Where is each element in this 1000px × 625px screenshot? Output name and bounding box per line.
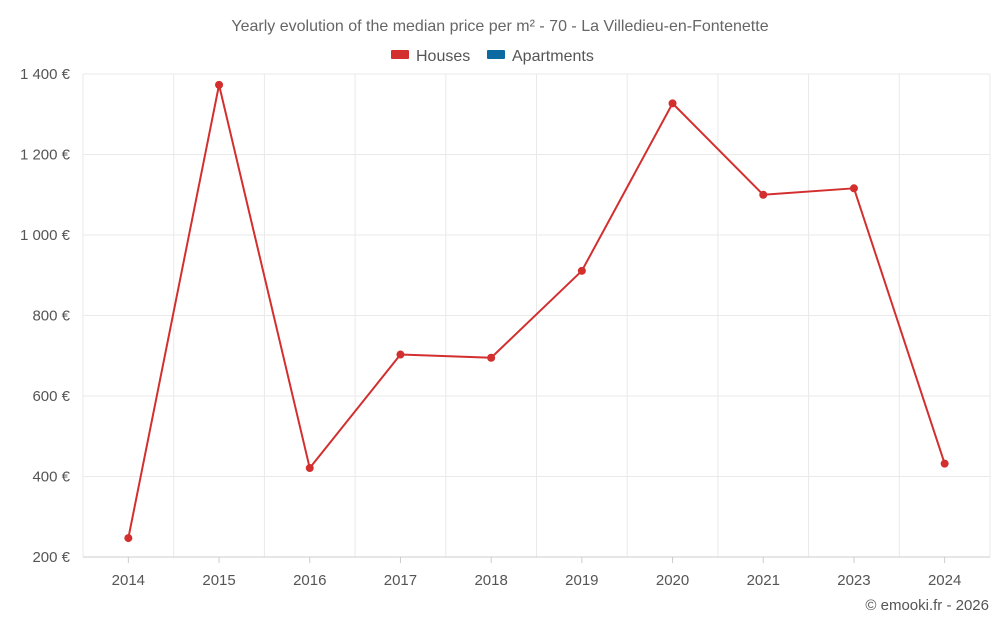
- data-point[interactable]: [668, 99, 677, 108]
- x-tick-label: 2017: [384, 572, 417, 589]
- x-tick-label: 2015: [202, 572, 235, 589]
- chart-title: Yearly evolution of the median price per…: [231, 18, 768, 35]
- data-point[interactable]: [940, 459, 949, 468]
- y-tick-label: 400 €: [32, 469, 70, 486]
- x-tick-label: 2018: [474, 572, 507, 589]
- data-point[interactable]: [849, 184, 858, 193]
- legend-label-apartments: Apartments: [512, 48, 594, 65]
- x-axis: 2014 2015 2016 2017 2018 2019 2020 2021 2023 2024: [83, 556, 990, 589]
- legend-swatch-houses: [391, 50, 409, 59]
- y-tick-label: 1 200 €: [20, 147, 71, 164]
- series-houses: [124, 80, 949, 543]
- y-axis: 200 € 400 € 600 € 800 € 1 000 € 1 200 € 1 400 …: [20, 66, 71, 566]
- footer-credit: © emooki.fr - 2026: [865, 597, 989, 614]
- legend: Houses Apartments: [391, 48, 594, 65]
- x-tick-label: 2016: [293, 572, 326, 589]
- data-point[interactable]: [396, 350, 405, 359]
- x-tick-label: 2014: [112, 572, 145, 589]
- gridlines: [82, 73, 991, 557]
- legend-item-houses[interactable]: Houses: [391, 48, 470, 65]
- data-point[interactable]: [215, 80, 224, 89]
- y-tick-label: 1 400 €: [20, 66, 71, 83]
- legend-label-houses: Houses: [416, 48, 470, 65]
- x-tick-label: 2023: [837, 572, 870, 589]
- series-line-houses: [127, 83, 946, 539]
- legend-swatch-apartments: [487, 50, 505, 59]
- x-tick-label: 2021: [747, 572, 780, 589]
- legend-item-apartments[interactable]: Apartments: [487, 48, 594, 65]
- x-tick-label: 2019: [565, 572, 598, 589]
- data-point[interactable]: [577, 266, 586, 275]
- data-point[interactable]: [305, 464, 314, 473]
- y-tick-label: 800 €: [32, 308, 70, 325]
- y-tick-label: 1 000 €: [20, 227, 71, 244]
- data-point[interactable]: [759, 190, 768, 199]
- y-tick-label: 600 €: [32, 388, 70, 405]
- data-point[interactable]: [124, 534, 133, 543]
- x-tick-label: 2020: [656, 572, 689, 589]
- data-point[interactable]: [487, 353, 496, 362]
- y-tick-label: 200 €: [32, 549, 70, 566]
- x-tick-label: 2024: [928, 572, 961, 589]
